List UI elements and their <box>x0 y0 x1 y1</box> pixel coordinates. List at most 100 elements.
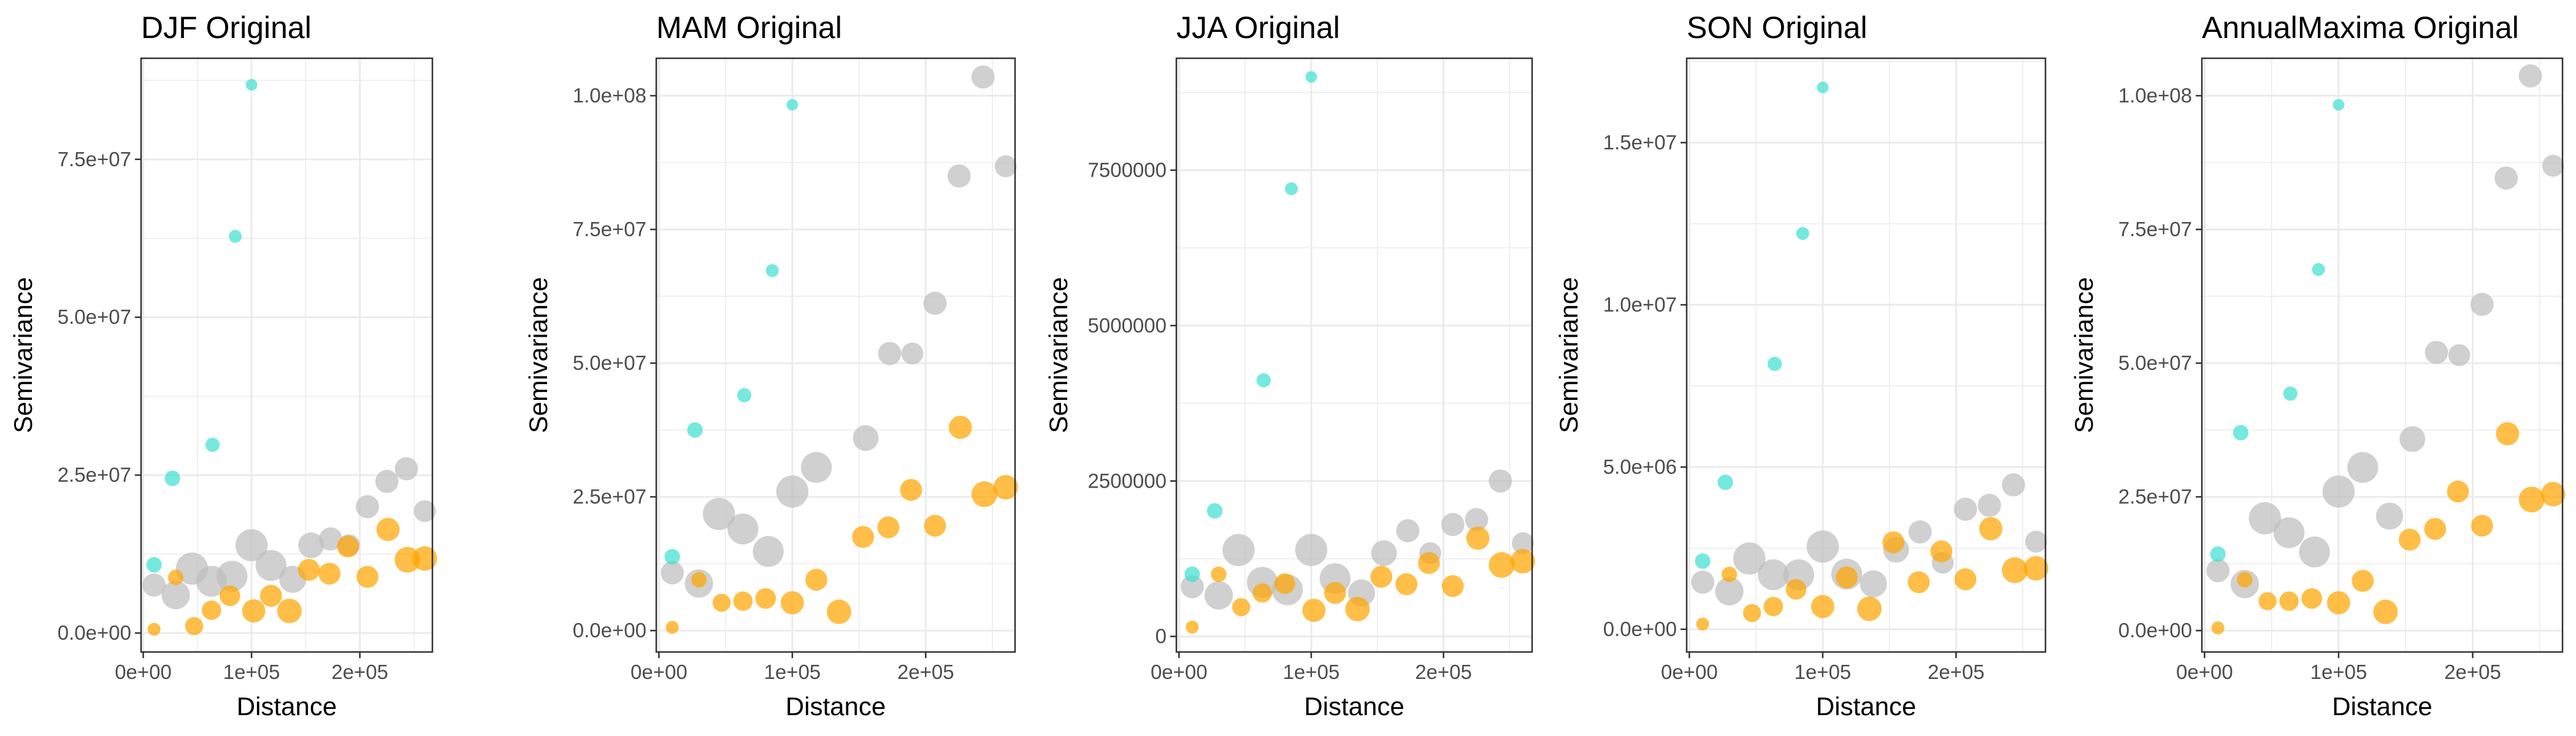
data-point <box>1512 532 1534 554</box>
data-point <box>245 79 258 91</box>
data-point <box>2398 529 2421 551</box>
x-tick-label: 1e+05 <box>2310 661 2367 683</box>
data-point <box>1285 182 1298 196</box>
data-point <box>947 164 971 188</box>
data-point <box>298 532 324 558</box>
plot-area <box>656 58 1015 652</box>
x-axis-label: Distance <box>2332 692 2432 721</box>
x-tick-label: 2e+05 <box>1415 661 1472 683</box>
data-point <box>2258 592 2277 610</box>
data-point <box>2373 599 2398 624</box>
x-tick-label: 2e+05 <box>1928 661 1985 683</box>
panel-border <box>1685 57 2047 653</box>
data-point <box>1441 513 1465 537</box>
x-tick-label: 2e+05 <box>2444 661 2501 683</box>
data-point <box>1977 494 2001 517</box>
data-point <box>900 478 922 501</box>
data-point <box>755 588 776 609</box>
data-point <box>1785 579 1807 600</box>
data-point <box>319 527 342 551</box>
y-tick-label: 5.0e+07 <box>2118 351 2192 374</box>
data-point <box>277 599 302 624</box>
data-point <box>2448 344 2471 366</box>
y-tick-label: 7.5e+07 <box>573 218 646 240</box>
data-point <box>1305 71 1317 83</box>
y-tick-label: 0.0e+00 <box>573 619 646 642</box>
panel-5: 0e+00 1e+05 2e+05 0.0e+00 2.5e+07 5.0e+07 7.5e… <box>2069 10 2566 721</box>
y-tick-label: 0 <box>1156 625 1167 648</box>
data-point <box>255 550 287 581</box>
data-point <box>1184 566 1200 582</box>
data-point <box>1857 596 1882 621</box>
data-point <box>852 526 874 548</box>
data-point <box>2322 475 2355 508</box>
data-point <box>2273 517 2305 548</box>
data-point <box>1860 570 1887 597</box>
data-point <box>217 561 248 592</box>
x-tick-label: 0e+00 <box>1661 661 1718 683</box>
data-point <box>1489 552 1515 578</box>
data-point <box>2352 570 2374 592</box>
data-point <box>691 572 707 588</box>
data-point <box>394 457 418 481</box>
data-point <box>702 497 735 531</box>
data-point <box>1742 604 1761 623</box>
data-point <box>2001 473 2025 497</box>
data-point <box>1204 581 1233 610</box>
y-axis-label: Semivariance <box>524 277 553 433</box>
data-point <box>923 291 947 315</box>
data-point <box>826 599 851 624</box>
data-point <box>665 621 679 634</box>
data-point <box>2210 546 2226 562</box>
data-point <box>2347 451 2379 483</box>
data-point <box>413 500 436 523</box>
data-point <box>2025 531 2047 553</box>
data-point <box>242 599 266 623</box>
data-point <box>1396 519 1420 543</box>
data-point <box>1907 571 1930 594</box>
data-point <box>2248 502 2281 535</box>
data-point <box>1763 597 1784 616</box>
data-point <box>971 481 997 507</box>
y-tick-label: 0.0e+00 <box>2118 619 2192 642</box>
data-point <box>1836 566 1858 589</box>
data-point <box>356 495 379 519</box>
data-point <box>2301 588 2323 609</box>
data-point <box>147 623 161 636</box>
data-point <box>2540 481 2566 507</box>
x-axis-label: Distance <box>237 692 337 721</box>
y-tick-label: 5.0e+07 <box>58 305 131 328</box>
data-point <box>1696 618 1709 631</box>
data-point <box>737 388 752 402</box>
y-tick-label: 7.5e+07 <box>2118 218 2192 240</box>
data-point <box>1232 598 1251 616</box>
data-point <box>2279 591 2299 611</box>
data-point <box>318 562 341 585</box>
data-point <box>2327 591 2350 615</box>
data-point <box>687 422 703 438</box>
x-tick-label: 2e+05 <box>897 661 954 683</box>
data-point <box>235 529 268 562</box>
data-point <box>205 437 220 452</box>
y-tick-label: 5.0e+07 <box>573 351 646 374</box>
data-point <box>1417 552 1440 574</box>
data-point <box>1721 566 1738 583</box>
data-point <box>202 600 221 620</box>
y-tick-label: 7.5e+07 <box>58 148 131 171</box>
plot-area <box>2202 58 2563 652</box>
data-point <box>2470 293 2494 316</box>
data-point <box>1186 620 1199 634</box>
data-point <box>661 561 684 585</box>
y-tick-label: 1.0e+07 <box>1603 293 1677 316</box>
data-point <box>1806 530 1839 563</box>
data-point <box>712 594 731 612</box>
x-tick-label: 1e+05 <box>764 661 821 683</box>
panel-title: JJA Original <box>1176 10 1340 45</box>
y-tick-label: 1.5e+07 <box>1603 131 1677 154</box>
panel-border <box>2201 57 2564 653</box>
data-point <box>2424 518 2447 540</box>
data-point <box>1395 573 1418 596</box>
data-point <box>2518 64 2542 88</box>
data-point <box>2299 536 2330 568</box>
